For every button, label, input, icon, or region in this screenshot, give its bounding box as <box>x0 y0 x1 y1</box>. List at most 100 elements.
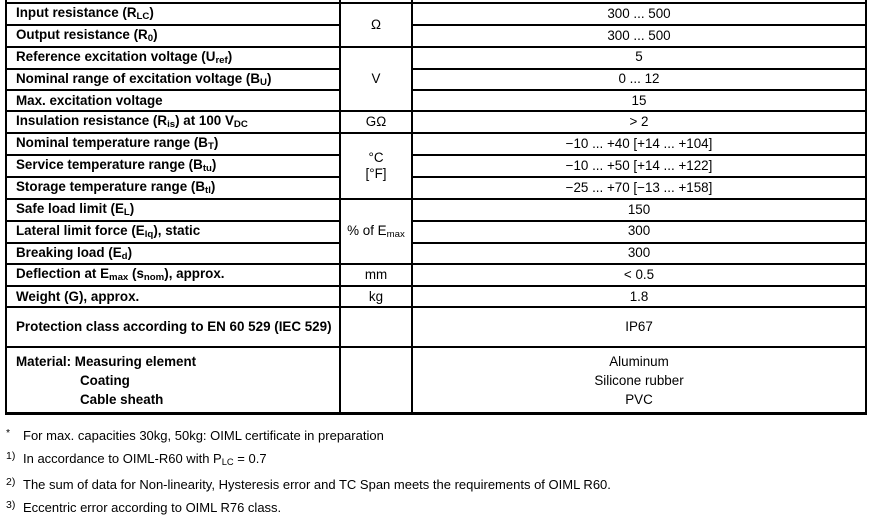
unit-cell: mm <box>339 263 413 288</box>
subscript-text: 0 <box>147 32 154 44</box>
spec-label-cell: Protection class according to EN 60 529 … <box>5 306 341 349</box>
value-line: PVC <box>625 392 653 408</box>
unit-cell <box>339 346 413 416</box>
text-segment: Reference excitation voltage (U <box>16 48 216 64</box>
value-cell: < 0.5 <box>411 263 867 288</box>
spec-label-cell: Output resistance (R0) <box>5 23 341 48</box>
spec-label-line: Material: Measuring element <box>16 354 197 370</box>
value-cell: −25 ... +70 [−13 ... +158] <box>411 176 867 200</box>
text-segment: Nominal temperature range (B <box>16 135 208 151</box>
text-segment: ) <box>210 179 216 195</box>
spec-label-cell: Weight (G), approx. <box>5 285 341 309</box>
text-segment: Input resistance (R <box>16 5 137 20</box>
table-row: Breaking load (Ed) 300 <box>5 241 867 266</box>
footnote-text: In accordance to OIML-R60 with PLC = 0.7 <box>23 451 267 467</box>
subscript-text: max <box>109 272 129 284</box>
subscript-text: L <box>123 206 130 218</box>
text-segment: Service temperature range (B <box>16 157 203 173</box>
value-cell: > 2 <box>411 110 867 135</box>
footnote-marker: 3) <box>6 499 16 512</box>
footnote-marker: 1) <box>6 450 16 463</box>
text-segment: ) <box>153 26 158 42</box>
text-segment: ) <box>213 135 219 151</box>
text-segment: ) <box>227 48 233 64</box>
value-cell: −10 ... +40 [+14 ... +104] <box>411 132 867 157</box>
cropped-top-cell <box>411 0 867 4</box>
value-cell: Aluminum Silicone rubber PVC <box>411 346 867 416</box>
text-segment: In accordance to OIML-R60 with P <box>23 451 222 467</box>
value-line: Silicone rubber <box>594 373 684 389</box>
table-row: Output resistance (R0) 300 ... 500 <box>5 23 867 48</box>
subscript-text: d <box>121 250 128 262</box>
unit-cell: V <box>339 45 413 113</box>
spec-label-cell: Reference excitation voltage (Uref) <box>5 45 341 70</box>
value-cell: 15 <box>411 89 867 113</box>
text-segment: ), static <box>153 222 201 238</box>
footnote: 2) The sum of data for Non-linearity, Hys… <box>6 472 869 495</box>
subscript-text: ref <box>215 54 228 66</box>
subscript-text: lq <box>144 228 154 240</box>
table-row: Max. excitation voltage 15 <box>5 89 867 113</box>
spec-label-line: Coating <box>80 373 130 389</box>
subscript-text: max <box>386 228 405 240</box>
value-cell: 0 ... 12 <box>411 67 867 92</box>
text-segment: ) <box>127 244 133 260</box>
unit-cell: kg <box>339 285 413 309</box>
subscript-text: DC <box>233 119 248 131</box>
value-cell: 1.8 <box>411 285 867 309</box>
datasheet-page: Input resistance (RLC) Ω 300 ... 500 Output… <box>5 0 867 515</box>
spec-label-cell: Storage temperature range (Btl) <box>5 176 341 200</box>
subscript-text: is <box>167 119 176 131</box>
footnote: 1) In accordance to OIML-R60 with PLC = 0… <box>6 446 869 472</box>
text-segment: Deflection at E <box>16 266 110 282</box>
table-row: Nominal temperature range (BT) °C [°F] −10… <box>5 132 867 200</box>
subscript-text: T <box>207 141 214 153</box>
text-segment: ) <box>149 5 154 20</box>
table-row: Protection class according to EN 60 529 … <box>5 306 867 349</box>
spec-label-cell: Lateral limit force (Elq), static <box>5 219 341 244</box>
table-row: Service temperature range (Btu) −10 ... +… <box>5 154 867 179</box>
text-segment: (s <box>128 266 144 282</box>
subscript-text: nom <box>143 272 165 284</box>
text-segment: Output resistance (R <box>16 26 148 42</box>
text-segment: Breaking load (E <box>16 244 122 260</box>
table-row: Weight (G), approx. kg 1.8 <box>5 285 867 309</box>
table-row: Nominal range of excitation voltage (BU)… <box>5 67 867 92</box>
text-segment: Insulation resistance (R <box>16 113 168 129</box>
unit-cell: GΩ <box>339 110 413 135</box>
text-segment: % of E <box>347 222 387 238</box>
cropped-top-cell <box>339 0 413 4</box>
spec-label-cell: Material: Measuring element Coating Cable … <box>5 346 341 416</box>
spec-label-cell: Nominal temperature range (BT) <box>5 132 341 157</box>
spec-label-cell: Deflection at Emax (snom), approx. <box>5 263 341 288</box>
footnote: 3) Eccentric error according to OIML R76 … <box>6 495 869 518</box>
footnote-text: Eccentric error according to OIML R76 cl… <box>23 500 282 516</box>
text-segment: Lateral limit force (E <box>16 222 145 238</box>
text-segment: Nominal range of excitation voltage (B <box>16 70 261 86</box>
text-segment: ) <box>129 200 135 216</box>
spec-label-cell: Safe load limit (EL) <box>5 197 341 222</box>
text-segment: Safe load limit (E <box>16 200 124 216</box>
text-segment: ) <box>211 157 217 173</box>
text-segment: = 0.7 <box>233 451 267 467</box>
text-segment: ) at 100 V <box>175 113 234 129</box>
footnotes: * For max. capacities 30kg, 50kg: OIML ce… <box>6 423 869 518</box>
text-segment: Storage temperature range (B <box>16 179 206 195</box>
table-row: Insulation resistance (Ris) at 100 VDC GΩ… <box>5 110 867 135</box>
spec-label-cell: Breaking load (Ed) <box>5 241 341 266</box>
text-segment: ), approx. <box>164 266 225 282</box>
subscript-text: LC <box>136 11 150 23</box>
spec-label-cell: Nominal range of excitation voltage (BU) <box>5 67 341 92</box>
subscript-text: tl <box>205 185 211 197</box>
value-cell: 150 <box>411 197 867 222</box>
value-cell: IP67 <box>411 306 867 349</box>
spec-label-cell: Input resistance (RLC) <box>5 2 341 26</box>
spec-label-line: Cable sheath <box>80 392 164 408</box>
value-cell: 5 <box>411 45 867 70</box>
unit-cell: % of Emax <box>339 197 413 266</box>
footnote: * For max. capacities 30kg, 50kg: OIML ce… <box>6 423 869 446</box>
spec-label-cell: Max. excitation voltage <box>5 89 341 113</box>
footnote-text: The sum of data for Non-linearity, Hyste… <box>23 477 611 493</box>
value-cell: 300 ... 500 <box>411 2 867 26</box>
text-segment: ) <box>267 70 272 86</box>
